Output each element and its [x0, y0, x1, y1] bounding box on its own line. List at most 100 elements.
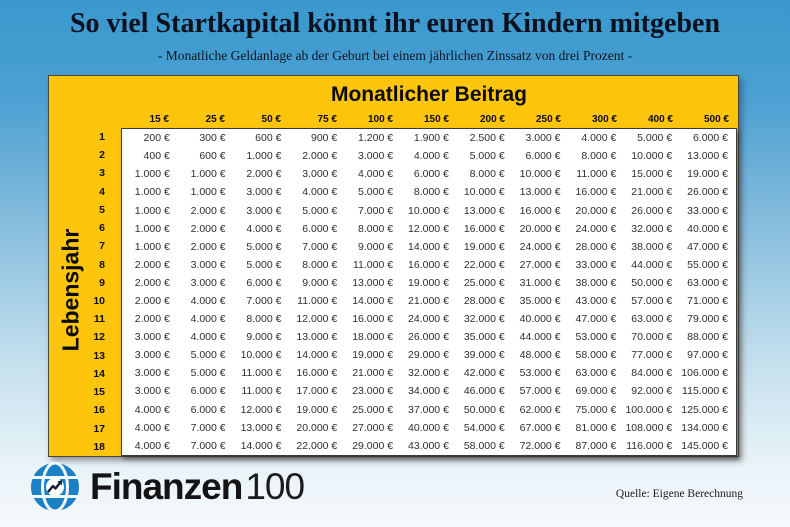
table-cell: 77.000 € — [631, 349, 673, 362]
table-cell: 24.000 € — [519, 240, 561, 253]
table-cell: 600 € — [255, 132, 282, 145]
table-cell: 106.000 € — [681, 367, 728, 380]
table-cell: 22.000 € — [296, 439, 338, 452]
table-cell: 50.000 € — [631, 276, 673, 289]
table-cell: 115.000 € — [682, 385, 728, 398]
table-row-number: 9 — [99, 276, 105, 289]
table-cell: 79.000 € — [687, 313, 728, 326]
table-cell: 53.000 € — [519, 367, 561, 380]
table-cell: 40.000 € — [408, 421, 449, 434]
table-cell: 4.000 € — [302, 186, 338, 199]
table-cell: 3.000 € — [246, 186, 282, 199]
table-cell: 8.000 € — [246, 313, 282, 326]
table-column-header: 200 € — [479, 114, 505, 125]
table-cell: 6.000 € — [246, 276, 282, 289]
table-cell: 48.000 € — [519, 349, 561, 362]
table-column-header: 25 € — [205, 114, 225, 125]
table-cell: 4.000 € — [134, 403, 170, 416]
table-cell: 32.000 € — [408, 367, 449, 380]
table-cell: 4.000 € — [190, 295, 226, 307]
table-cell: 46.000 € — [463, 385, 505, 398]
table-cell: 13.000 € — [519, 186, 561, 199]
table-cell: 6.000 € — [413, 168, 449, 181]
table-cell: 10.000 € — [519, 168, 561, 181]
table-column-header: 100 € — [367, 114, 393, 125]
table-cell: 33.000 € — [687, 204, 728, 217]
table-cell: 14.000 € — [352, 295, 394, 307]
table-cell: 34.000 € — [408, 385, 449, 398]
table-cell: 3.000 € — [134, 349, 170, 362]
table-row-number: 10 — [93, 294, 105, 307]
table-cell: 16.000 € — [519, 204, 561, 217]
table-cell: 19.000 € — [352, 349, 394, 362]
table-cell: 37.000 € — [408, 403, 449, 416]
table-cell: 6.000 € — [525, 150, 561, 163]
table-cell: 7.000 € — [302, 240, 338, 253]
table-cell: 11.000 € — [297, 295, 338, 307]
table-row-number: 15 — [93, 386, 105, 399]
table-cell: 1.900 € — [413, 132, 449, 145]
table-cell: 10.000 € — [408, 204, 449, 217]
table-cell: 35.000 € — [463, 331, 505, 344]
table-cell: 7.000 € — [190, 421, 226, 434]
table-row-number: 5 — [99, 203, 105, 216]
table-row-number: 1 — [99, 131, 105, 143]
table-cell: 17.000 € — [296, 385, 338, 398]
table-cell: 20.000 € — [575, 204, 617, 217]
table-cell: 39.000 € — [463, 349, 505, 362]
table-cell: 24.000 € — [408, 313, 449, 326]
table-cell: 13.000 € — [352, 276, 394, 289]
table-cell: 22.000 € — [463, 258, 505, 271]
table-cell: 3.000 € — [190, 258, 226, 271]
table-column-header: 75 € — [317, 114, 337, 125]
table-cell: 88.000 € — [687, 331, 728, 344]
table-cell: 8.000 € — [581, 150, 617, 163]
table-cell: 21.000 € — [408, 295, 449, 307]
table-row-number: 6 — [99, 222, 105, 235]
table-cell: 5.000 € — [246, 240, 282, 253]
table-column-header: 400 € — [647, 114, 673, 125]
table-cell: 97.000 € — [687, 349, 728, 362]
table-cell: 55.000 € — [687, 258, 728, 271]
table-cell: 47.000 € — [575, 313, 617, 326]
table-cell: 4.000 € — [246, 222, 282, 235]
table-cell: 10.000 € — [240, 349, 282, 362]
table-cell: 19.000 € — [408, 276, 449, 289]
table-cell: 38.000 € — [631, 240, 673, 253]
table-cell: 11.000 € — [352, 258, 394, 271]
table-cell: 2.000 € — [190, 204, 226, 217]
column-header-row: 15 € 25 € 50 € 75 € 100 € 150 € 200 € 250 € 300 … — [121, 111, 737, 128]
table-cell: 1.200 € — [358, 132, 394, 145]
table-cell: 14.000 € — [296, 349, 338, 362]
table-cell: 16.000 € — [408, 258, 449, 271]
table-cell: 3.000 € — [358, 150, 394, 163]
table-cell: 14.000 € — [408, 240, 449, 253]
table-cell: 9.000 € — [246, 331, 282, 344]
table-cell: 38.000 € — [575, 276, 617, 289]
table-cell: 81.000 € — [575, 421, 617, 434]
table-row-number: 17 — [93, 422, 105, 435]
table-cell: 2.000 € — [134, 276, 170, 289]
table-cell: 2.000 € — [302, 150, 338, 163]
table-cell: 53.000 € — [575, 331, 617, 344]
table-cell: 16.000 € — [352, 313, 394, 326]
table-cell: 26.000 € — [408, 331, 449, 344]
table-cell: 35.000 € — [519, 295, 561, 307]
table-cell: 16.000 € — [575, 186, 617, 199]
table-cell: 18.000 € — [352, 331, 394, 344]
table-column-header: 15 € — [149, 114, 169, 125]
table-cell: 6.000 € — [190, 385, 226, 398]
table-cell: 32.000 € — [631, 222, 673, 235]
table-cell: 19.000 € — [296, 403, 338, 416]
table-cell: 9.000 € — [302, 276, 338, 289]
table-row-number: 16 — [93, 404, 105, 417]
table-cell: 4.000 € — [581, 132, 617, 145]
table-row-number: 18 — [93, 440, 105, 453]
table-cell: 1.000 € — [190, 168, 226, 181]
table-cell: 2.000 € — [134, 258, 170, 271]
table-cell: 58.000 € — [575, 349, 617, 362]
table-cell: 2.000 € — [134, 295, 170, 307]
table-cell: 40.000 € — [519, 313, 561, 326]
table-cell: 2.500 € — [469, 132, 505, 145]
table-cell: 300 € — [199, 132, 226, 145]
